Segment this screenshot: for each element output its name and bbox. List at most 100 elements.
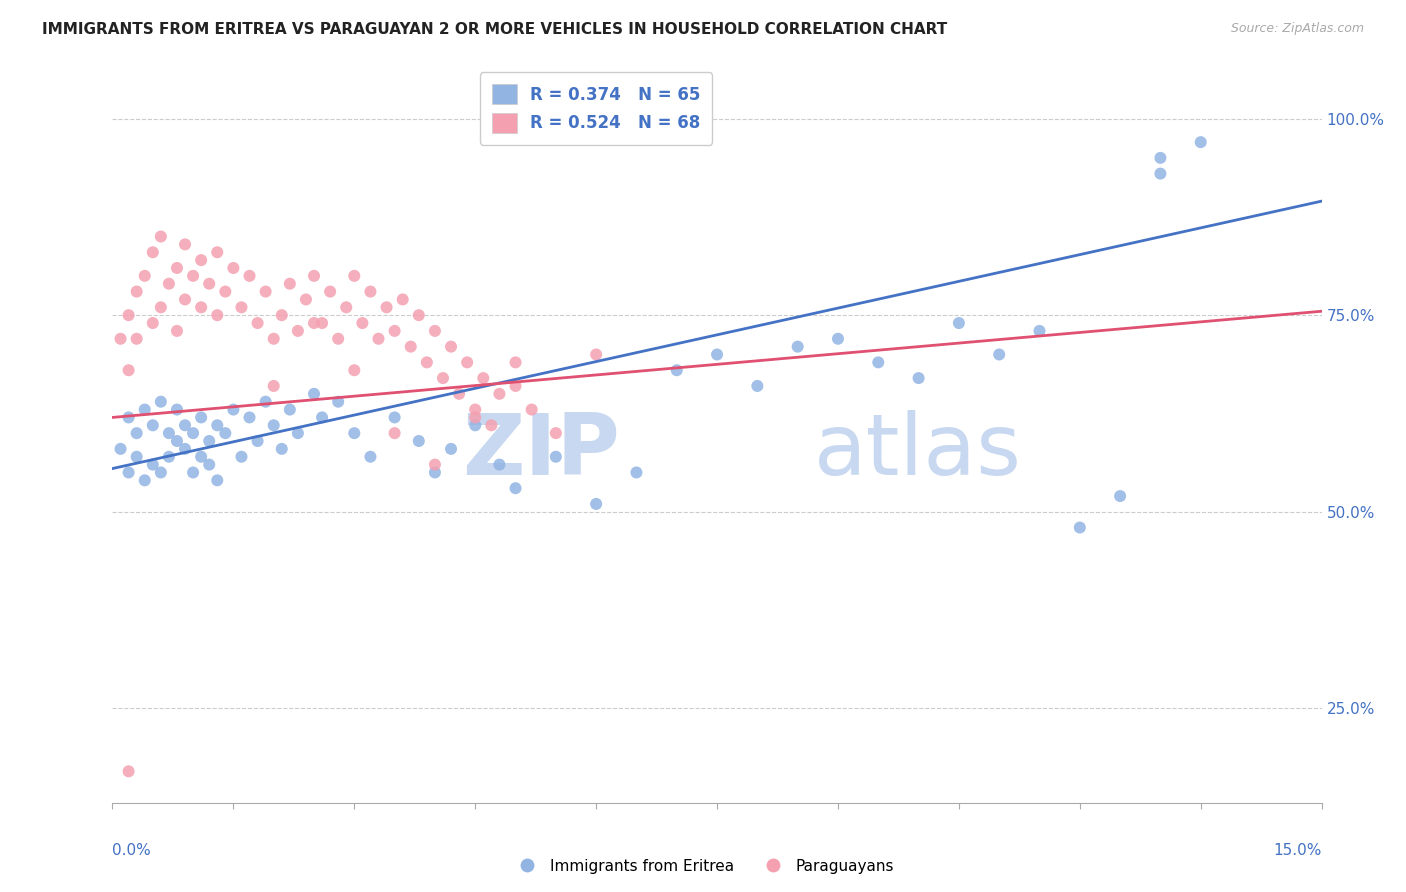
- Text: 0.0%: 0.0%: [112, 843, 152, 858]
- Point: [278, 402, 301, 417]
- Point: [384, 426, 406, 441]
- Point: [328, 394, 350, 409]
- Point: [125, 332, 148, 346]
- Text: Source: ZipAtlas.com: Source: ZipAtlas.com: [1230, 22, 1364, 36]
- Point: [263, 418, 285, 433]
- Point: [198, 458, 221, 472]
- Point: [302, 268, 325, 283]
- Point: [174, 237, 197, 252]
- Point: [706, 347, 728, 361]
- Point: [149, 229, 172, 244]
- Point: [110, 442, 132, 456]
- Point: [423, 466, 446, 480]
- Point: [149, 466, 172, 480]
- Point: [328, 332, 350, 346]
- Point: [416, 355, 439, 369]
- Point: [988, 347, 1011, 361]
- Point: [488, 387, 510, 401]
- Point: [231, 301, 253, 315]
- Text: IMMIGRANTS FROM ERITREA VS PARAGUAYAN 2 OR MORE VEHICLES IN HOUSEHOLD CORRELATIO: IMMIGRANTS FROM ERITREA VS PARAGUAYAN 2 …: [42, 22, 948, 37]
- Point: [198, 434, 221, 448]
- Point: [142, 458, 165, 472]
- Point: [464, 418, 486, 433]
- Point: [174, 293, 197, 307]
- Point: [181, 426, 204, 441]
- Point: [157, 277, 180, 291]
- Point: [214, 285, 236, 299]
- Point: [1149, 151, 1171, 165]
- Point: [352, 316, 374, 330]
- Point: [1028, 324, 1050, 338]
- Point: [190, 253, 212, 268]
- Point: [207, 418, 229, 433]
- Point: [907, 371, 929, 385]
- Point: [302, 387, 325, 401]
- Point: [520, 402, 543, 417]
- Point: [479, 418, 502, 433]
- Point: [134, 402, 156, 417]
- Point: [117, 764, 139, 779]
- Point: [1069, 520, 1091, 534]
- Text: 15.0%: 15.0%: [1274, 843, 1322, 858]
- Point: [214, 426, 236, 441]
- Point: [464, 410, 486, 425]
- Point: [295, 293, 318, 307]
- Point: [311, 316, 333, 330]
- Point: [948, 316, 970, 330]
- Point: [311, 410, 333, 425]
- Point: [207, 308, 229, 322]
- Point: [254, 394, 277, 409]
- Point: [117, 308, 139, 322]
- Point: [149, 301, 172, 315]
- Point: [166, 324, 188, 338]
- Point: [190, 450, 212, 464]
- Point: [142, 245, 165, 260]
- Point: [125, 450, 148, 464]
- Point: [238, 410, 260, 425]
- Point: [287, 426, 309, 441]
- Point: [423, 458, 446, 472]
- Point: [868, 355, 890, 369]
- Point: [190, 410, 212, 425]
- Point: [157, 450, 180, 464]
- Point: [278, 277, 301, 291]
- Point: [319, 285, 342, 299]
- Point: [505, 379, 527, 393]
- Point: [544, 450, 567, 464]
- Point: [665, 363, 688, 377]
- Legend: Immigrants from Eritrea, Paraguayans: Immigrants from Eritrea, Paraguayans: [506, 853, 900, 880]
- Point: [166, 260, 188, 275]
- Point: [134, 473, 156, 487]
- Point: [166, 434, 188, 448]
- Point: [117, 363, 139, 377]
- Point: [488, 458, 510, 472]
- Point: [1149, 167, 1171, 181]
- Point: [472, 371, 495, 385]
- Point: [359, 285, 381, 299]
- Point: [287, 324, 309, 338]
- Point: [343, 363, 366, 377]
- Point: [198, 277, 221, 291]
- Point: [125, 426, 148, 441]
- Point: [544, 426, 567, 441]
- Point: [263, 379, 285, 393]
- Point: [174, 442, 197, 456]
- Point: [149, 394, 172, 409]
- Point: [423, 324, 446, 338]
- Point: [222, 402, 245, 417]
- Point: [786, 340, 808, 354]
- Point: [263, 332, 285, 346]
- Point: [384, 324, 406, 338]
- Point: [181, 466, 204, 480]
- Point: [231, 450, 253, 464]
- Point: [246, 316, 269, 330]
- Point: [505, 481, 527, 495]
- Point: [359, 450, 381, 464]
- Point: [408, 308, 430, 322]
- Point: [190, 301, 212, 315]
- Point: [157, 426, 180, 441]
- Point: [585, 347, 607, 361]
- Point: [270, 308, 292, 322]
- Point: [117, 466, 139, 480]
- Point: [343, 426, 366, 441]
